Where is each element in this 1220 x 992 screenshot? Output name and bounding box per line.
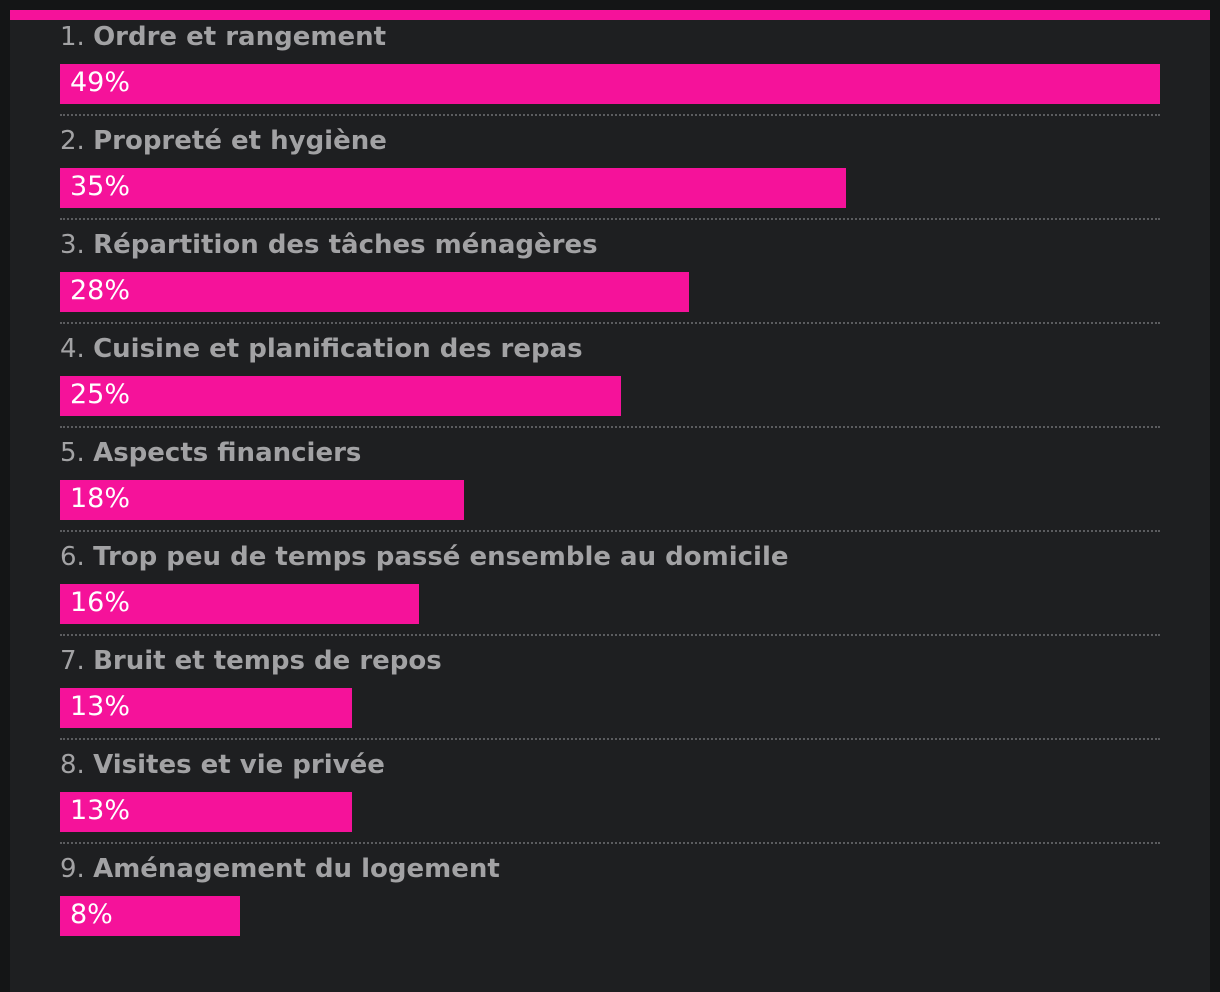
row-divider (60, 218, 1160, 220)
category-label: 4. Cuisine et planification des repas (60, 334, 583, 364)
category-name: Aspects financiers (93, 438, 362, 468)
rank-number: 1. (60, 22, 85, 52)
bar-value-label: 8% (70, 899, 113, 930)
category-label: 1. Ordre et rangement (60, 22, 386, 52)
bar-value-label: 49% (70, 67, 131, 98)
bar-value-label: 13% (70, 691, 131, 722)
rank-number: 5. (60, 438, 85, 468)
rank-number: 3. (60, 230, 85, 260)
chart-row: 5. Aspects financiers 18% (60, 438, 1160, 542)
chart-row: 1. Ordre et rangement 49% (60, 22, 1160, 126)
rank-number: 4. (60, 334, 85, 364)
rank-number: 8. (60, 750, 85, 780)
rank-number: 9. (60, 854, 85, 884)
category-label: 3. Répartition des tâches ménagères (60, 230, 598, 260)
row-divider (60, 634, 1160, 636)
row-divider (60, 322, 1160, 324)
chart-row: 9. Aménagement du logement 8% (60, 854, 1160, 958)
horizontal-bar-chart: 1. Ordre et rangement 49% 2. Propreté et h… (60, 22, 1160, 958)
bar: 16% (60, 584, 419, 624)
rank-number: 2. (60, 126, 85, 156)
row-divider (60, 530, 1160, 532)
chart-row: 8. Visites et vie privée 13% (60, 750, 1160, 854)
chart-row: 6. Trop peu de temps passé ensemble au d… (60, 542, 1160, 646)
category-name: Répartition des tâches ménagères (93, 230, 598, 260)
bar-value-label: 16% (70, 587, 131, 618)
category-label: 9. Aménagement du logement (60, 854, 500, 884)
category-name: Bruit et temps de repos (93, 646, 442, 676)
bar: 28% (60, 272, 689, 312)
bar-value-label: 35% (70, 171, 131, 202)
bar-value-label: 13% (70, 795, 131, 826)
category-name: Aménagement du logement (93, 854, 500, 884)
category-name: Visites et vie privée (93, 750, 385, 780)
bar: 35% (60, 168, 846, 208)
row-divider (60, 842, 1160, 844)
chart-row: 4. Cuisine et planification des repas 25% (60, 334, 1160, 438)
row-divider (60, 426, 1160, 428)
category-label: 8. Visites et vie privée (60, 750, 385, 780)
bar-value-label: 25% (70, 379, 131, 410)
bar-value-label: 28% (70, 275, 131, 306)
row-divider (60, 738, 1160, 740)
row-divider (60, 114, 1160, 116)
rank-number: 7. (60, 646, 85, 676)
chart-row: 2. Propreté et hygiène 35% (60, 126, 1160, 230)
chart-row: 3. Répartition des tâches ménagères 28% (60, 230, 1160, 334)
chart-row: 7. Bruit et temps de repos 13% (60, 646, 1160, 750)
bar: 8% (60, 896, 240, 936)
category-name: Ordre et rangement (93, 22, 387, 52)
category-label: 6. Trop peu de temps passé ensemble au d… (60, 542, 789, 572)
category-label: 5. Aspects financiers (60, 438, 361, 468)
category-name: Propreté et hygiène (93, 126, 387, 156)
bar: 25% (60, 376, 621, 416)
category-label: 2. Propreté et hygiène (60, 126, 387, 156)
category-label: 7. Bruit et temps de repos (60, 646, 442, 676)
rank-number: 6. (60, 542, 85, 572)
category-name: Cuisine et planification des repas (93, 334, 583, 364)
bar: 13% (60, 792, 352, 832)
category-name: Trop peu de temps passé ensemble au domi… (93, 542, 789, 572)
bar: 18% (60, 480, 464, 520)
bar: 49% (60, 64, 1160, 104)
bar-value-label: 18% (70, 483, 131, 514)
top-accent-bar (10, 10, 1210, 20)
bar: 13% (60, 688, 352, 728)
